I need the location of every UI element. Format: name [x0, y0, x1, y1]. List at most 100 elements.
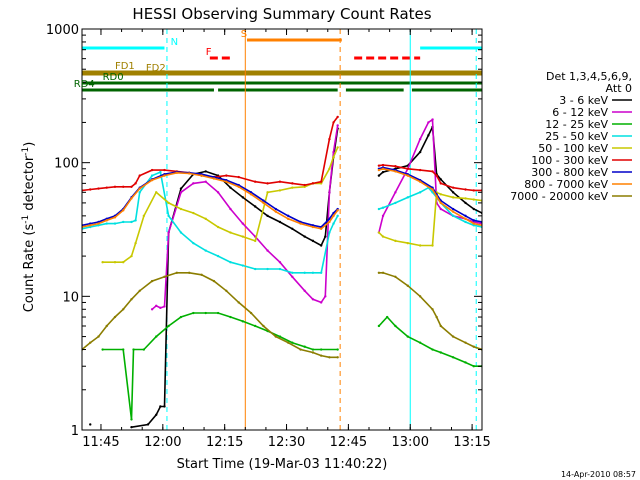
series-point-100-300-kev-35: [451, 186, 455, 189]
series-point-50-100-kev-8: [179, 207, 183, 211]
series-point-12-25-kev-12: [241, 320, 245, 323]
series-point-100-300-kev-18: [266, 182, 269, 185]
series-point-50-100-kev-2: [122, 261, 125, 264]
series-point-25-50-kev-32: [418, 191, 422, 194]
series-point-3-6-kev-24: [377, 174, 381, 177]
series-point-12-25-kev-11: [229, 315, 232, 319]
series-point-25-50-kev-38: [464, 220, 467, 224]
series-point-12-25-kev-29: [464, 361, 467, 364]
series-point-7000-20000-kev-13: [212, 279, 216, 283]
series-point-800-7000-kev-26: [377, 168, 381, 172]
series-point-6-12-kev-4: [167, 231, 170, 234]
legend-entry-label: 25 - 50 keV: [545, 130, 608, 143]
series-point-25-50-kev-18: [253, 267, 257, 271]
series-point-800-7000-kev-11: [188, 172, 191, 175]
series-point-800-7000-kev-23: [328, 220, 331, 224]
series-point-100-300-kev-33: [435, 174, 438, 177]
series-point-50-100-kev-24: [377, 231, 381, 234]
series-point-800-7000-kev-33: [439, 201, 442, 205]
series-point-6-12-kev-12: [266, 249, 269, 252]
series-point-50-100-kev-31: [439, 193, 442, 196]
legend-entry-label: 800 - 7000 keV: [524, 178, 608, 191]
series-point-300-800-kev-1: [89, 222, 92, 225]
series-point-6-12-kev-24: [394, 191, 397, 194]
series-point-50-100-kev-18: [303, 185, 306, 188]
series-point-3-6-kev-32: [439, 178, 442, 181]
series-point-25-50-kev-7: [134, 219, 137, 222]
series-point-12-25-kev-17: [303, 345, 306, 348]
series-point-3-6-kev-28: [418, 150, 422, 154]
series-point-50-100-kev-27: [406, 241, 409, 245]
series-point-800-7000-kev-2: [97, 222, 100, 225]
series-line-12-25-kev-1: [378, 315, 482, 368]
series-point-12-25-kev-0: [101, 348, 104, 351]
series-point-7000-20000-kev-21: [311, 351, 315, 354]
series-point-3-6-kev-2: [146, 423, 150, 426]
series-point-7000-20000-kev-18: [274, 335, 278, 338]
series-point-25-50-kev-24: [319, 271, 323, 274]
series-point-7000-20000-kev-32: [439, 324, 442, 328]
series-point-7000-20000-kev-34: [464, 341, 467, 344]
series-point-3-6-kev-16: [291, 227, 294, 231]
series-point-6-12-kev-3: [163, 305, 166, 308]
series-point-3-6-kev-15: [278, 220, 282, 224]
series-point-300-800-kev-35: [464, 214, 467, 218]
series-point-25-50-kev-25: [328, 231, 331, 234]
flag-label-s: S: [241, 29, 247, 40]
series-line-7000-20000-kev-1: [378, 271, 482, 351]
series-point-800-7000-kev-15: [237, 185, 240, 188]
series-point-50-100-kev-13: [241, 235, 245, 238]
series-point-3-6-kev-11: [229, 186, 232, 189]
series-point-12-25-kev-30: [472, 365, 475, 368]
y-axis-label-sup1: -1: [21, 215, 31, 224]
series-point-12-25-kev-1: [122, 348, 125, 351]
series-point-300-800-kev-34: [451, 207, 455, 211]
series-point-3-6-kev-12: [241, 196, 245, 199]
series-point-50-100-kev-33: [464, 197, 467, 200]
series-point-800-7000-kev-24: [332, 214, 335, 218]
series-point-800-7000-kev-21: [311, 225, 315, 229]
axis-ticks: 11:45 12:00 12:15 12:30 12:45 13:00 13:15 1 10 10…: [46, 23, 491, 450]
series-point-7000-20000-kev-7: [138, 289, 141, 293]
series-point-25-50-kev-28: [377, 207, 381, 211]
timestamp-label: 14-Apr-2010 08:57: [561, 470, 636, 479]
plot-border: [81, 28, 483, 431]
series-point-12-25-kev-8: [192, 311, 195, 315]
series-point-300-800-kev-36: [472, 219, 475, 222]
series-point-25-50-kev-4: [113, 222, 117, 225]
series-point-800-7000-kev-29: [406, 174, 409, 177]
series-point-800-7000-kev-13: [212, 177, 216, 180]
series-point-100-300-kev-23: [319, 180, 323, 183]
series-line-300-800-kev-0: [82, 171, 339, 228]
series-point-6-12-kev-19: [328, 191, 331, 194]
x-tick-label: 13:00: [392, 435, 429, 450]
series-point-12-25-kev-2: [130, 418, 133, 421]
series-point-7000-20000-kev-19: [286, 341, 290, 344]
series-point-3-6-kev-33: [451, 191, 455, 194]
series-point-12-25-kev-13: [253, 324, 257, 328]
series-point-25-50-kev-21: [291, 271, 294, 274]
series-line-300-800-kev-1: [378, 166, 482, 223]
series-point-300-800-kev-23: [328, 217, 331, 221]
series-point-100-300-kev-10: [163, 168, 166, 172]
series-point-7000-20000-kev-2: [97, 335, 100, 338]
series-point-12-25-kev-23: [394, 324, 397, 328]
series-point-12-25-kev-10: [216, 311, 220, 315]
series-point-800-7000-kev-5: [122, 209, 125, 212]
series-point-25-50-kev-9: [150, 174, 154, 177]
series-point-6-12-kev-30: [439, 207, 442, 211]
series-point-100-300-kev-32: [431, 170, 434, 173]
series-point-7000-20000-kev-10: [175, 271, 179, 274]
series-point-12-25-kev-18: [311, 348, 315, 351]
series-point-50-100-kev-1: [113, 261, 117, 264]
series-point-800-7000-kev-32: [435, 195, 438, 198]
series-point-6-12-kev-16: [311, 298, 315, 301]
series-point-12-25-kev-3: [132, 348, 135, 351]
series-point-25-50-kev-16: [229, 261, 232, 264]
series-point-800-7000-kev-18: [274, 210, 278, 213]
series-point-300-800-kev-19: [286, 214, 290, 218]
series-point-800-7000-kev-4: [113, 216, 117, 219]
x-tick-label: 12:15: [206, 435, 243, 450]
series-point-12-25-kev-7: [179, 315, 183, 319]
legend-entry-label: 12 - 25 keV: [545, 118, 608, 131]
